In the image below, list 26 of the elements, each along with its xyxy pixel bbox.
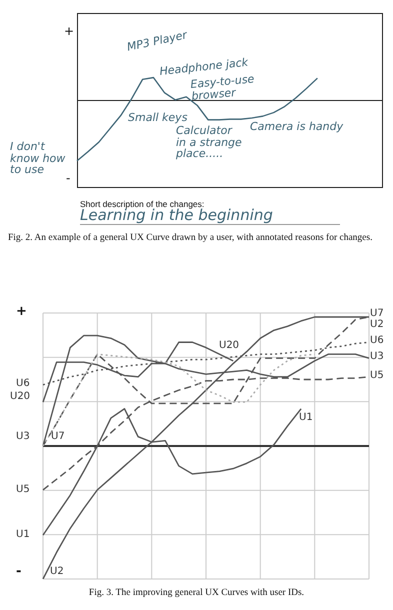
text: - (66, 171, 72, 185)
text: Short description of the changes: (80, 199, 204, 209)
text: I don't know how to use (10, 140, 66, 176)
text: U1 (16, 529, 30, 540)
series-label: U6 (370, 335, 384, 346)
annotation: Calculator in a strange place..... (176, 124, 243, 160)
text: Fig. 2. An example of a general UX Curve drawn by a user, with annotated reasons for changes. (8, 232, 374, 244)
text: U7 (370, 308, 384, 319)
text: + (64, 24, 74, 38)
text: - (16, 564, 22, 579)
text: U6 (16, 378, 30, 389)
text: U20 (10, 391, 30, 402)
series-label: U5 (370, 370, 384, 381)
series-label: U7 (51, 431, 65, 442)
annotation: Small keys (128, 111, 188, 124)
series-label: U2 (50, 566, 64, 577)
series-label: U20 (219, 340, 240, 351)
series-label: U3 (370, 351, 384, 362)
series-label: U1 (299, 412, 313, 423)
text: Fig. 3. The improving general UX Curves with user IDs. (88, 588, 306, 598)
text: U5 (16, 484, 30, 495)
text: MP3 Player (126, 27, 190, 54)
text: U3 (16, 431, 30, 442)
text: U2 (370, 319, 384, 330)
annotation: Camera is handy (250, 120, 344, 133)
text: + (16, 304, 27, 319)
